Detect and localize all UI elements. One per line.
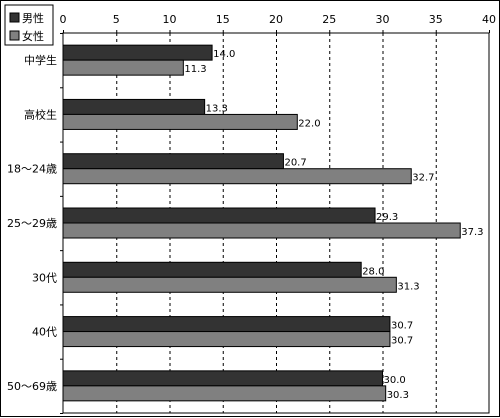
data-label: 14.0 — [213, 49, 235, 60]
data-label: 37.3 — [461, 227, 483, 238]
legend-label: 男性 — [22, 11, 44, 25]
x-tick-label: 5 — [113, 13, 120, 26]
category-label: 30代 — [32, 271, 57, 284]
legend-label: 女性 — [22, 29, 44, 43]
data-label: 29.3 — [376, 212, 398, 223]
x-tick-label: 0 — [60, 13, 67, 26]
bar-female — [62, 222, 461, 239]
x-tick-label: 35 — [429, 13, 443, 26]
bar-male — [62, 261, 362, 278]
bar-female — [62, 168, 412, 185]
bar-male — [62, 316, 391, 333]
legend — [4, 4, 54, 46]
x-tick-label: 40 — [482, 13, 496, 26]
data-label: 30.7 — [391, 336, 413, 347]
category-label: 50〜69歳 — [7, 380, 57, 393]
bar-female — [62, 113, 298, 130]
data-label: 30.7 — [391, 321, 413, 332]
data-label: 11.3 — [184, 64, 206, 75]
x-tick-label: 30 — [376, 13, 390, 26]
bar-female — [62, 385, 387, 402]
bar-female — [62, 331, 391, 348]
bar-female — [62, 276, 397, 293]
bar-male — [62, 153, 284, 170]
data-label: 32.7 — [412, 173, 434, 184]
data-label: 28.0 — [362, 266, 384, 277]
legend-swatch — [9, 30, 20, 41]
bar-male — [62, 44, 213, 61]
legend-swatch — [9, 12, 20, 23]
category-label: 18〜24歳 — [7, 163, 57, 176]
data-label: 31.3 — [397, 281, 419, 292]
category-label: 40代 — [32, 326, 57, 339]
x-tick-label: 15 — [216, 13, 230, 26]
bar-female — [62, 59, 184, 76]
bar-male — [62, 370, 383, 387]
bar-male — [62, 98, 206, 115]
data-label: 13.3 — [206, 103, 228, 114]
category-label: 高校生 — [24, 107, 57, 121]
data-label: 30.3 — [387, 390, 409, 401]
x-tick-label: 10 — [163, 13, 177, 26]
x-tick-label: 25 — [322, 13, 336, 26]
category-label: 25〜29歳 — [7, 217, 57, 230]
data-label: 20.7 — [284, 158, 306, 169]
category-label: 中学生 — [24, 53, 57, 67]
bar-male — [62, 207, 376, 224]
data-label: 30.0 — [384, 375, 406, 386]
data-label: 22.0 — [298, 118, 320, 129]
x-tick-label: 20 — [269, 13, 283, 26]
